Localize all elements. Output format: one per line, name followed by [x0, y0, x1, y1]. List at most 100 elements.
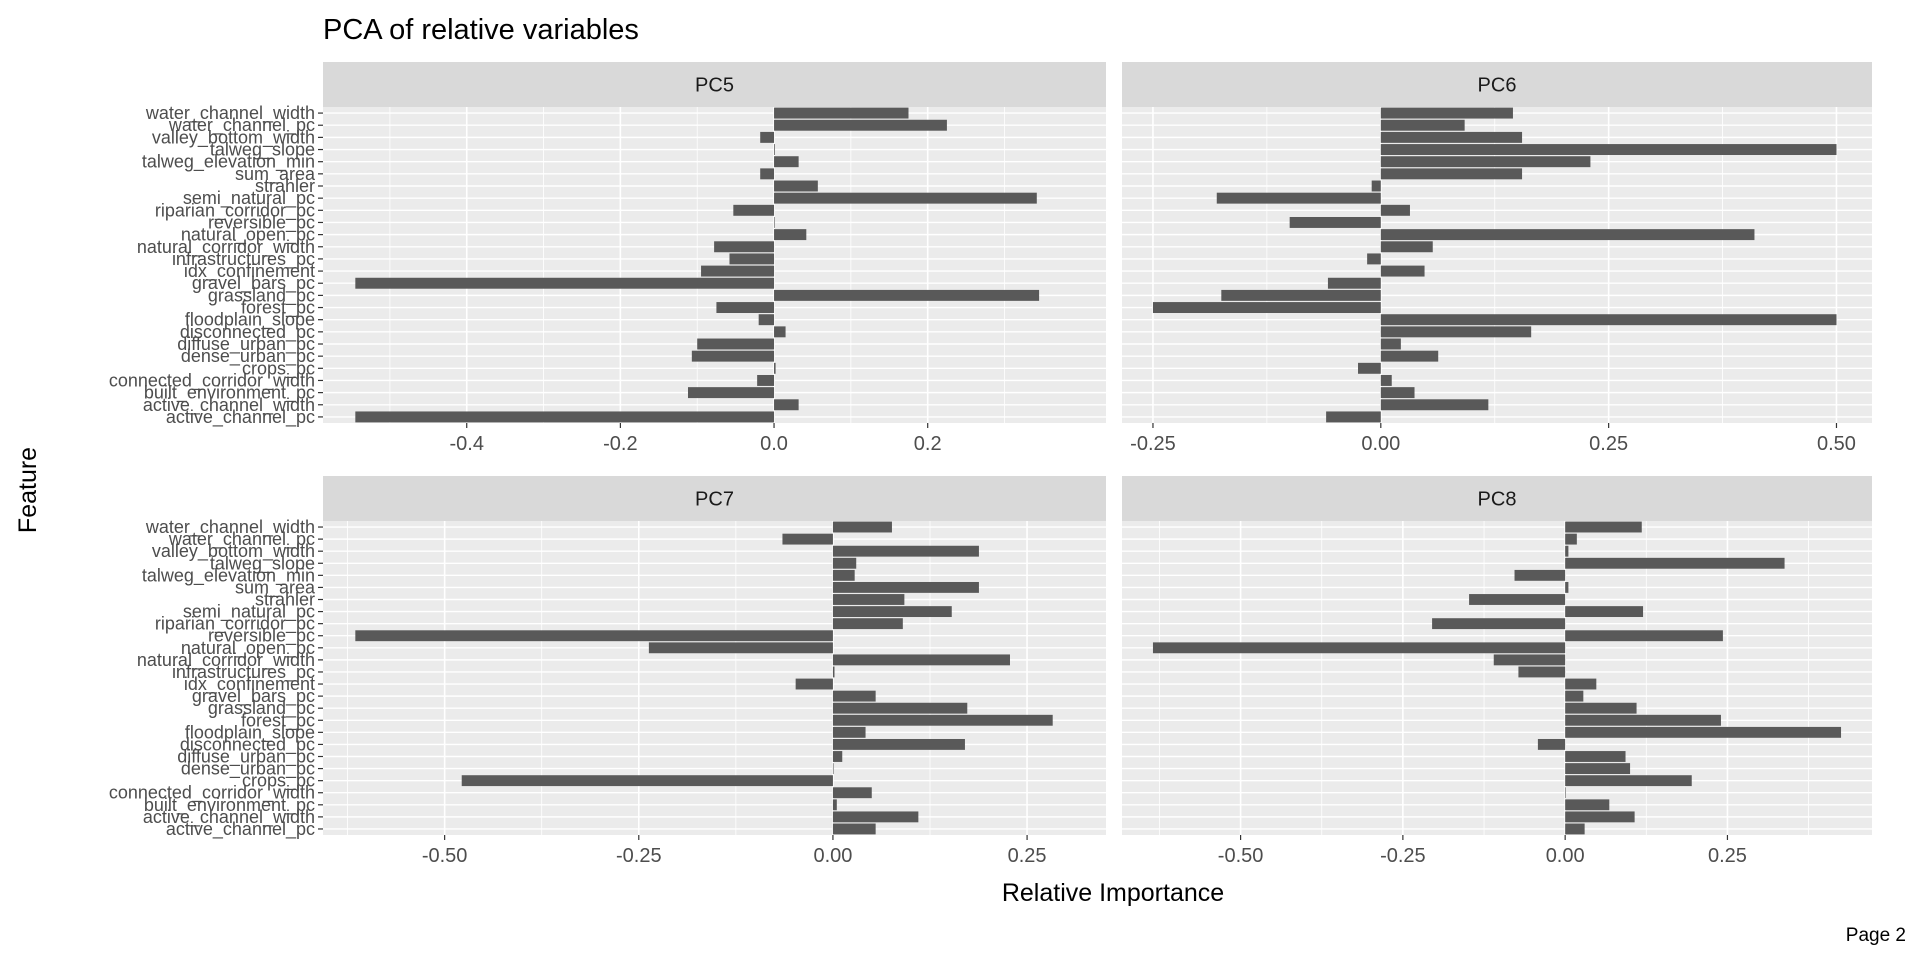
bar-water-channel-pc	[1565, 533, 1577, 545]
page-label: Page 2	[1846, 925, 1906, 946]
y-tick-label: semi_natural_pc	[183, 188, 315, 209]
bar-valley-bottom-width	[1380, 131, 1523, 143]
panel-background	[323, 521, 1106, 835]
bar-connected-corridor-width	[832, 787, 872, 799]
bar-floodplain-slope	[1380, 314, 1837, 326]
bar-natural-corridor-width	[714, 241, 775, 253]
bar-dense-urban-pc	[691, 350, 775, 362]
chart-title: PCA of relative variables	[323, 14, 639, 46]
bar-sum-area	[760, 168, 775, 180]
y-tick-label: disconnected_pc	[180, 322, 315, 343]
y-tick-label: built_environment_pc	[144, 795, 315, 816]
facet-strip	[323, 62, 1106, 107]
y-tick-label: strahler	[255, 590, 315, 610]
bar-idx-confinement	[795, 678, 833, 690]
x-tick-label: -0.25	[1130, 433, 1176, 455]
bar-active-channel-pc	[832, 823, 876, 835]
bar-floodplain-slope	[832, 726, 866, 738]
bar-idx-confinement	[701, 265, 775, 277]
bar-semi-natural-pc	[774, 192, 1037, 204]
bar-natural-open-pc	[1152, 642, 1566, 654]
x-tick-label: 0.00	[1361, 433, 1400, 455]
bar-semi-natural-pc	[832, 606, 952, 618]
bar-forest-pc	[716, 302, 775, 314]
bar-natural-open-pc	[774, 229, 807, 241]
bar-active-channel-width	[1380, 399, 1489, 411]
bar-talweg-slope	[1565, 557, 1785, 569]
bar-active-channel-width	[1565, 811, 1635, 823]
bar-floodplain-slope	[758, 314, 775, 326]
bar-semi-natural-pc	[1565, 606, 1644, 618]
bar-forest-pc	[1565, 714, 1721, 726]
bar-natural-corridor-width	[1380, 241, 1433, 253]
y-tick-label: natural_corridor_width	[137, 237, 315, 258]
y-tick-label: floodplain_slope	[185, 310, 315, 331]
panel-pc8: PC8 -0.50 -0.25 0.00 0.25	[1122, 476, 1872, 867]
x-tick-label: 0.25	[1008, 845, 1047, 867]
x-tick-label: -0.50	[422, 845, 468, 867]
panel-pc5: PC5 -0.4 -0.2 0.0 0.2 water_channel_widthwate…	[109, 62, 1106, 455]
bar-built-environment-pc	[687, 387, 775, 399]
bar-water-channel-pc	[782, 533, 833, 545]
y-tick-label: grassland_pc	[208, 285, 315, 306]
panels-layer: PC5-0.4 -0.2 0.0 0.2water_channel_widthwate…	[109, 62, 1872, 867]
bar-gravel-bars-pc	[1327, 277, 1381, 289]
x-axis-label: Relative Importance	[1002, 879, 1224, 907]
y-tick-label: talweg_elevation_min	[142, 152, 315, 173]
bar-riparian-corridor-pc	[1432, 618, 1566, 630]
bar-built-environment-pc	[832, 799, 837, 811]
bar-talweg-slope	[774, 144, 775, 156]
bar-strahler	[1469, 594, 1566, 605]
y-tick-label: idx_confinement	[184, 674, 315, 695]
bar-dense-urban-pc	[1565, 763, 1631, 775]
bar-crops-pc	[461, 775, 833, 787]
bar-water-channel-pc	[1380, 119, 1465, 131]
bar-gravel-bars-pc	[1565, 690, 1584, 702]
bar-talweg-elevation-min	[1514, 569, 1566, 581]
y-tick-label: water_channel_width	[145, 517, 315, 538]
facet-strip-label: PC5	[695, 75, 734, 97]
x-tick-label: 0.00	[813, 845, 852, 867]
bar-valley-bottom-width	[1565, 545, 1569, 557]
bar-disconnected-pc	[832, 738, 965, 750]
bar-water-channel-pc	[774, 119, 947, 131]
bar-infrastructures-pc	[1367, 253, 1381, 265]
bar-sum-area	[1565, 581, 1569, 593]
bar-diffuse-urban-pc	[1380, 338, 1401, 350]
x-tick-label: -0.2	[603, 433, 637, 455]
y-axis-label: Feature	[14, 447, 42, 533]
bar-valley-bottom-width	[832, 545, 979, 557]
y-tick-label: valley_bottom_width	[152, 127, 315, 148]
bar-active-channel-width	[832, 811, 919, 823]
y-tick-label: disconnected_pc	[180, 734, 315, 755]
panel-background	[1122, 521, 1872, 835]
facet-strip	[1122, 62, 1872, 107]
x-tick-label: -0.25	[1380, 845, 1426, 867]
y-tick-label: forest_pc	[241, 298, 315, 319]
bar-talweg-elevation-min	[1380, 156, 1591, 168]
bar-grassland-pc	[774, 289, 1040, 301]
y-tick-label: water_channel_width	[145, 103, 315, 124]
y-tick-label: talweg_slope	[210, 140, 315, 161]
bar-forest-pc	[1152, 302, 1381, 314]
bar-diffuse-urban-pc	[832, 751, 843, 762]
panel-pc6: PC6 -0.25 0.00 0.25 0.50	[1122, 62, 1872, 455]
bar-riparian-corridor-pc	[1380, 204, 1410, 216]
bar-active-channel-pc	[1565, 823, 1585, 835]
bar-grassland-pc	[832, 702, 968, 714]
bar-crops-pc	[1358, 362, 1381, 374]
y-tick-label: diffuse_urban_pc	[177, 334, 315, 355]
bar-built-environment-pc	[1565, 799, 1610, 811]
y-tick-label: active_channel_pc	[166, 819, 315, 840]
bar-infrastructures-pc	[1518, 666, 1566, 678]
bar-water-channel-width	[774, 107, 909, 119]
bar-valley-bottom-width	[760, 131, 775, 143]
bar-built-environment-pc	[1380, 387, 1415, 399]
x-tick-label: 0.0	[760, 433, 788, 455]
bar-water-channel-width	[832, 521, 892, 533]
bar-forest-pc	[832, 714, 1053, 726]
y-tick-label: valley_bottom_width	[152, 541, 315, 562]
bar-diffuse-urban-pc	[697, 338, 775, 350]
y-tick-label: talweg_slope	[210, 553, 315, 574]
y-tick-label: infrastructures_pc	[172, 662, 315, 683]
